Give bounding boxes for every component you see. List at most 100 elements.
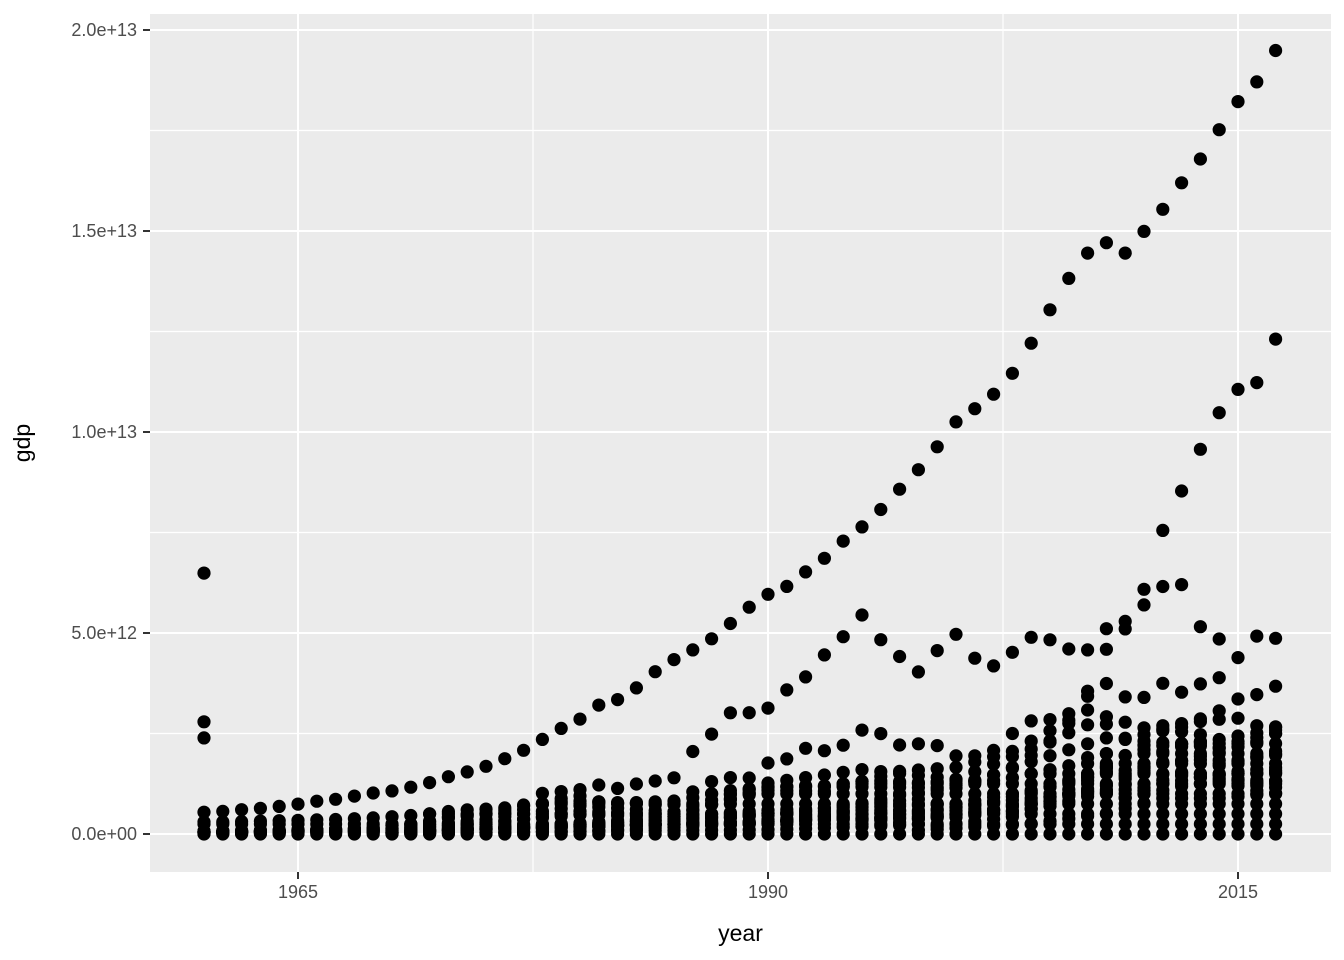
data-point	[1024, 742, 1038, 756]
grid-major	[150, 14, 1331, 872]
data-point	[667, 653, 681, 667]
data-point	[1005, 366, 1020, 380]
data-point	[874, 633, 888, 647]
data-point	[1024, 755, 1038, 769]
data-point	[235, 825, 249, 839]
data-point	[836, 780, 850, 794]
data-point	[874, 502, 888, 517]
data-point	[799, 741, 813, 755]
data-point	[1137, 598, 1151, 612]
data-point	[310, 824, 324, 838]
data-point	[1231, 692, 1245, 706]
data-point	[930, 811, 944, 825]
data-point	[1231, 740, 1245, 754]
data-point	[667, 823, 681, 838]
data-point	[705, 797, 719, 812]
data-point	[1269, 786, 1283, 800]
data-point	[1175, 754, 1189, 768]
data-point	[1231, 774, 1245, 788]
data-point	[197, 805, 211, 819]
data-point	[1231, 711, 1245, 725]
data-point	[817, 768, 832, 782]
data-point	[949, 781, 963, 795]
data-point	[1175, 765, 1189, 779]
data-point	[1269, 679, 1283, 693]
data-point	[1250, 766, 1264, 780]
data-point	[592, 698, 606, 712]
data-point	[1193, 735, 1207, 749]
data-point	[592, 824, 606, 838]
data-point	[648, 665, 662, 679]
data-point	[742, 600, 756, 614]
data-point	[780, 579, 794, 594]
data-point	[761, 780, 775, 794]
data-point	[1099, 785, 1113, 799]
data-point	[366, 786, 380, 800]
data-point	[686, 643, 700, 657]
data-point	[272, 799, 286, 814]
data-point	[686, 823, 700, 837]
data-point	[780, 780, 794, 794]
data-point	[1024, 714, 1038, 728]
data-point	[1175, 176, 1189, 190]
data-point	[1043, 724, 1057, 738]
data-point	[216, 804, 230, 819]
data-point	[1062, 827, 1076, 841]
data-point	[1193, 714, 1207, 729]
data-point	[1212, 741, 1226, 755]
data-point	[1212, 827, 1226, 841]
data-point	[705, 632, 719, 646]
data-point	[1269, 827, 1283, 841]
data-point	[1269, 774, 1283, 788]
data-point	[291, 813, 305, 827]
data-point	[1099, 817, 1113, 831]
data-point	[629, 824, 644, 838]
data-point	[1193, 620, 1207, 634]
data-point	[1024, 336, 1038, 350]
data-point	[1005, 827, 1020, 841]
data-point	[930, 770, 944, 784]
data-point	[253, 801, 267, 815]
data-point	[1043, 303, 1057, 317]
data-point	[1175, 779, 1189, 793]
data-point	[1231, 95, 1245, 109]
y-tick-label: 2.0e+13	[71, 20, 137, 40]
data-point	[1212, 768, 1226, 783]
data-point	[1137, 721, 1151, 735]
data-point	[1081, 703, 1095, 717]
data-point	[1099, 827, 1113, 841]
data-point	[1250, 75, 1264, 89]
data-point	[460, 826, 474, 840]
data-point	[197, 566, 211, 580]
data-point	[1156, 791, 1170, 805]
data-point	[1250, 749, 1264, 763]
data-point	[498, 825, 512, 839]
data-point	[498, 752, 512, 766]
data-point	[1118, 817, 1132, 831]
data-point	[1175, 685, 1189, 699]
data-point	[535, 786, 550, 800]
data-point	[1193, 767, 1207, 781]
data-point	[968, 651, 982, 665]
data-point	[799, 670, 813, 684]
y-tick-label: 0.0e+00	[71, 824, 137, 844]
data-point	[780, 683, 794, 697]
data-point	[197, 715, 211, 729]
data-point	[535, 825, 550, 839]
data-point	[817, 780, 832, 794]
data-point	[1024, 817, 1038, 831]
data-point	[310, 813, 324, 827]
panel-background	[150, 14, 1331, 872]
data-point	[799, 821, 813, 836]
data-point	[1156, 773, 1170, 787]
data-point	[1043, 827, 1057, 841]
data-point	[1250, 376, 1264, 390]
data-point	[855, 723, 869, 737]
data-point	[235, 814, 249, 829]
data-point	[1193, 777, 1207, 791]
data-point	[1193, 442, 1207, 456]
data-point	[1269, 43, 1283, 58]
data-point	[836, 765, 850, 779]
